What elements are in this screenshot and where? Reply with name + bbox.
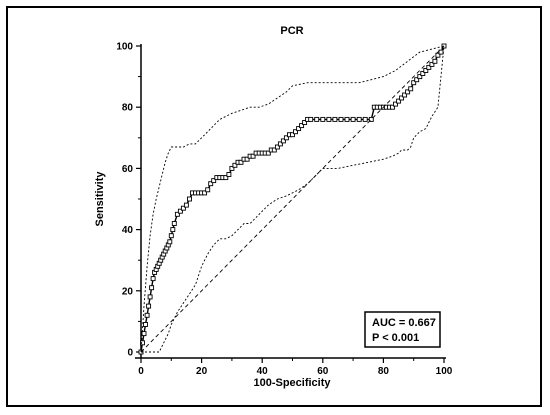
- roc-point: [183, 202, 189, 208]
- roc-point: [202, 190, 208, 196]
- roc-point: [356, 116, 362, 122]
- roc-point: [187, 196, 192, 202]
- roc-point: [265, 150, 271, 156]
- roc-point: [177, 208, 183, 214]
- roc-point: [223, 175, 229, 181]
- y-tick-label: 100: [116, 42, 133, 53]
- x-tick-label: 80: [378, 366, 390, 377]
- roc-point: [146, 303, 152, 309]
- roc-point: [144, 312, 150, 318]
- roc-point: [399, 95, 405, 101]
- roc-point: [420, 71, 426, 76]
- y-tick-label: 80: [122, 103, 134, 114]
- roc-point: [277, 141, 283, 147]
- roc-point: [396, 98, 402, 104]
- series-0: [138, 43, 447, 355]
- chart-title: PCR: [280, 25, 303, 37]
- roc-point: [150, 276, 156, 282]
- axes: 00 20 20 40 40 60 60 80 80 100 100: [116, 42, 452, 378]
- reference-diagonal-line: [140, 45, 445, 353]
- roc-point: [167, 239, 173, 245]
- roc-point: [283, 135, 289, 141]
- roc-point: [271, 147, 277, 153]
- roc-point: [293, 129, 298, 135]
- series-1: [140, 45, 445, 353]
- roc-point: [290, 132, 295, 138]
- roc-point: [432, 58, 438, 64]
- y-tick-label: 60: [122, 164, 134, 175]
- roc-point: [180, 205, 186, 211]
- roc-point: [402, 92, 408, 98]
- roc-point: [417, 74, 423, 80]
- roc-point: [229, 165, 235, 171]
- p-value: P < 0.001: [372, 332, 419, 344]
- x-tick-label: 100: [436, 366, 453, 377]
- series-layer: [138, 43, 447, 355]
- roc-point: [140, 340, 145, 346]
- y-tick-label: 0: [127, 348, 133, 359]
- roc-point: [238, 159, 244, 165]
- roc-point: [411, 80, 417, 86]
- confidence-bound-line: [140, 45, 445, 353]
- x-tick-label: 0: [138, 366, 144, 377]
- roc-point: [296, 126, 302, 132]
- roc-point: [368, 116, 374, 122]
- roc-point: [344, 116, 350, 122]
- y-tick-label: 40: [122, 225, 134, 236]
- roc-point: [405, 89, 411, 95]
- x-tick-label: 20: [196, 366, 208, 377]
- roc-point: [226, 172, 232, 177]
- roc-point: [302, 120, 308, 125]
- x-axis-label: 100-Specificity: [253, 377, 331, 389]
- roc-point: [326, 116, 332, 122]
- roc-point: [280, 138, 286, 144]
- series-3: [141, 45, 445, 353]
- roc-point: [314, 116, 320, 122]
- roc-point: [435, 52, 441, 58]
- roc-point: [149, 285, 155, 291]
- roc-point: [393, 101, 398, 107]
- roc-point: [168, 233, 174, 239]
- roc-point: [141, 331, 147, 337]
- roc-point: [244, 156, 250, 162]
- roc-point: [147, 294, 153, 300]
- roc-point: [350, 116, 356, 122]
- roc-point: [171, 221, 177, 226]
- roc-point: [426, 64, 432, 70]
- roc-point: [250, 153, 256, 159]
- roc-point: [414, 77, 420, 83]
- x-tick-label: 40: [257, 366, 269, 377]
- roc-point: [299, 123, 305, 129]
- roc-point: [438, 49, 444, 55]
- annotation-border: [364, 311, 441, 348]
- roc-point: [308, 116, 314, 122]
- roc-point: [232, 162, 238, 168]
- x-tick-label: 60: [317, 366, 329, 377]
- roc-point: [170, 227, 176, 233]
- auc-value: AUC = 0.667: [372, 317, 436, 329]
- roc-point: [174, 211, 180, 217]
- roc-point: [408, 86, 414, 92]
- roc-point: [211, 178, 217, 184]
- roc-point: [362, 116, 368, 122]
- roc-point: [208, 181, 214, 187]
- roc-point: [143, 322, 148, 327]
- roc-point: [332, 116, 338, 122]
- roc-point: [390, 104, 395, 110]
- figure-frame: [6, 6, 542, 407]
- roc-point: [338, 116, 344, 122]
- roc-point: [320, 116, 326, 122]
- confidence-bound-line: [141, 45, 445, 353]
- roc-point: [205, 187, 211, 193]
- y-axis-label: Sensitivity: [94, 171, 106, 227]
- annotation-box: AUC = 0.667 P < 0.001: [364, 311, 441, 348]
- roc-point: [423, 68, 429, 73]
- series-2: [140, 45, 445, 353]
- y-tick-label: 20: [122, 286, 134, 297]
- roc-point: [429, 61, 435, 67]
- roc-point: [274, 144, 280, 150]
